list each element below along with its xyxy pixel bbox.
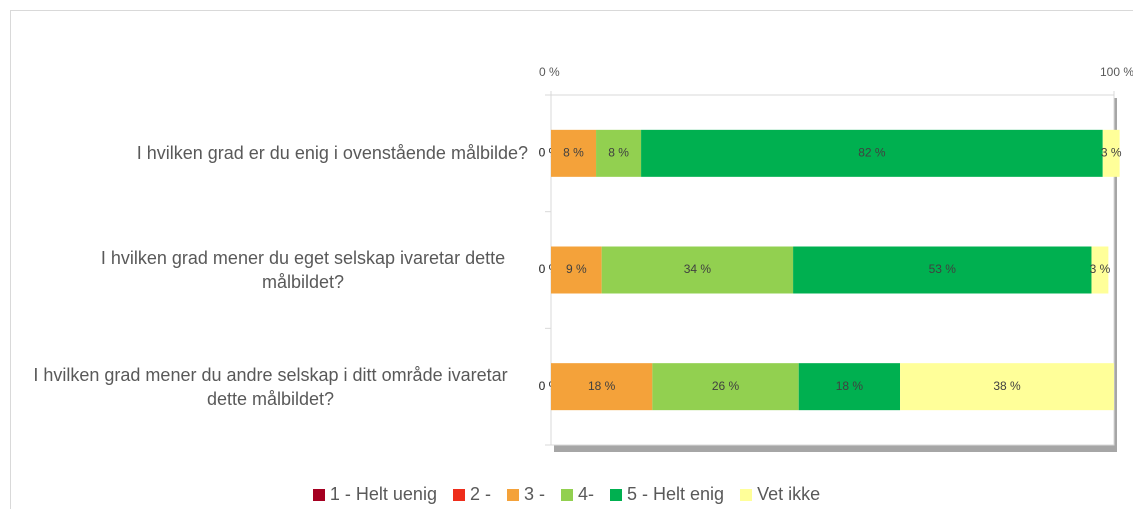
- bar-segment: [596, 129, 642, 177]
- category-label: I hvilken grad mener du eget selskap iva…: [100, 248, 506, 292]
- category-label-box: I hvilken grad mener du eget selskap iva…: [78, 246, 528, 294]
- category-label-box: I hvilken grad er du enig i ovenstående …: [137, 141, 528, 165]
- bar-segment: [652, 363, 799, 411]
- bar-segment: [551, 246, 602, 294]
- chart-border: [10, 10, 1133, 509]
- category-label-box: I hvilken grad mener du andre selskap i …: [13, 363, 528, 411]
- legend-label: 1 - Helt uenig: [329, 484, 437, 504]
- bar-segment: [1102, 129, 1120, 177]
- legend-swatch: [610, 488, 622, 501]
- data-label: 82 %: [858, 146, 886, 160]
- bar-segment: [601, 246, 794, 294]
- x-tick-label: 0 %: [539, 65, 560, 79]
- legend-item: 1 - Helt uenig: [312, 484, 437, 505]
- legend-item: 2 -: [452, 484, 491, 505]
- legend-label: 5 - Helt enig: [627, 484, 725, 504]
- legend-item: 5 - Helt enig: [610, 484, 724, 505]
- bar-segment: [551, 129, 597, 177]
- bar-segment: [551, 363, 653, 411]
- category-label: I hvilken grad mener du andre selskap i …: [33, 364, 508, 409]
- data-label: 3 %: [1090, 262, 1111, 276]
- data-label: 53 %: [929, 262, 957, 276]
- legend-item: 3 -: [506, 484, 545, 505]
- legend-swatch: [312, 488, 325, 501]
- bar-segment: [798, 363, 901, 411]
- legend-swatch: [560, 488, 573, 501]
- legend-label: 3 -: [523, 484, 545, 504]
- data-label: 18 %: [836, 379, 864, 393]
- data-label: 8 %: [608, 146, 629, 160]
- bar-segment: [900, 363, 1114, 411]
- data-label: 9 %: [566, 262, 587, 276]
- data-label: 34 %: [684, 262, 712, 276]
- legend-label: Vet ikke: [757, 484, 821, 504]
- data-label: 38 %: [993, 379, 1021, 393]
- data-label: 18 %: [588, 379, 616, 393]
- bar-segment: [641, 129, 1103, 177]
- legend: 1 - Helt uenig 2 - 3 - 4- 5 - Helt enig Vet i…: [0, 484, 1133, 505]
- legend-swatch: [452, 488, 465, 501]
- data-label: 3 %: [1101, 146, 1122, 160]
- legend-swatch: [506, 488, 519, 501]
- bar-segment: [1091, 246, 1109, 294]
- legend-item: Vet ikke: [740, 484, 820, 505]
- data-label: 26 %: [712, 379, 740, 393]
- category-label: I hvilken grad er du enig i ovenstående …: [136, 143, 528, 164]
- x-tick-label: 100 %: [1100, 65, 1133, 79]
- legend-item: 4-: [560, 484, 594, 505]
- legend-label: 4-: [577, 484, 594, 504]
- bar-segment: [793, 246, 1092, 294]
- legend-swatch: [740, 488, 753, 501]
- legend-label: 2 -: [469, 484, 491, 504]
- data-label: 8 %: [563, 146, 584, 160]
